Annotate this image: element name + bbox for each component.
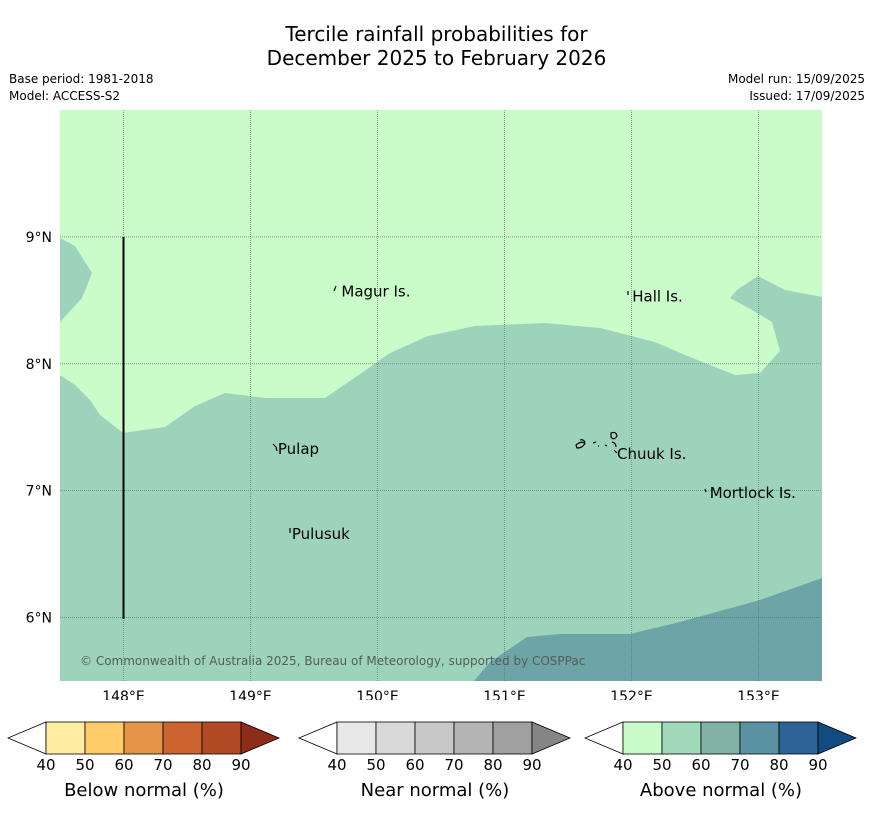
colorbar-tick-label: 90: [808, 756, 828, 774]
colorbar-above-label: Above normal (%): [639, 780, 803, 801]
lon-tick-label: 148°E: [102, 689, 145, 700]
colorbar-tick-label: 50: [75, 756, 95, 774]
model-name: Model: ACCESS-S2: [9, 89, 121, 103]
longitude-ticks: 148°E 149°E 150°E 151°E 152°E 153°E: [102, 689, 780, 700]
island-markers: [272, 285, 707, 533]
colorbar-tick-label: 70: [444, 756, 464, 774]
colorbar-swatch: [453, 721, 494, 755]
colorbar-near-label: Near normal (%): [360, 780, 510, 801]
meta-right: Model run: 15/09/2025 Issued: 17/09/2025: [728, 71, 865, 105]
island-label: Pulusuk: [292, 525, 350, 543]
map-title: Tercile rainfall probabilities for Decem…: [0, 22, 873, 70]
colorbar-swatch: [739, 721, 780, 755]
colorbar-swatch: [201, 721, 242, 755]
colorbar-swatch: [492, 721, 533, 755]
lat-tick-label: 6°N: [26, 611, 52, 627]
colorbar-swatch: [622, 721, 663, 755]
colorbar-near-swatches: [297, 721, 572, 755]
colorbar-swatch: [778, 721, 819, 755]
map-panel: Magur Is. Hall Is. Pulap Chuuk Is. Mortlock …: [26, 110, 822, 700]
colorbar-low-extension: [297, 721, 338, 755]
colorbar-tick-label: 50: [652, 756, 672, 774]
island-label: Mortlock Is.: [710, 484, 796, 502]
island-labels: Magur Is. Hall Is. Pulap Chuuk Is. Mortlock …: [278, 282, 796, 542]
colorbar-high-extension: [531, 721, 572, 755]
colorbar-tick-label: 70: [730, 756, 750, 774]
colorbar-tick-label: 60: [114, 756, 134, 774]
colorbar-swatch: [336, 721, 377, 755]
lon-tick-label: 151°E: [483, 689, 526, 700]
meta-left: Base period: 1981-2018 Model: ACCESS-S2: [9, 71, 154, 105]
lon-tick-label: 152°E: [610, 689, 653, 700]
lon-tick-label: 149°E: [229, 689, 272, 700]
colorbar-high-extension: [817, 721, 858, 755]
colorbar-tick-label: 60: [691, 756, 711, 774]
colorbar-tick-label: 90: [522, 756, 542, 774]
latitude-ticks: 6°N 7°N 8°N 9°N: [26, 230, 52, 627]
model-run: Model run: 15/09/2025: [727, 72, 865, 86]
island-label: Pulap: [278, 440, 319, 458]
colorbar-above-ticks: 40 50 60 70 80 90: [583, 756, 859, 776]
island-label: Chuuk Is.: [617, 445, 686, 463]
colorbar-below-normal: 40 50 60 70 80 90 Below normal (%): [6, 720, 282, 810]
colorbar-tick-label: 90: [231, 756, 251, 774]
colorbar-near-ticks: 40 50 60 70 80 90: [297, 756, 573, 776]
colorbar-near-normal: 40 50 60 70 80 90 Near normal (%): [297, 720, 573, 810]
colorbar-below-ticks: 40 50 60 70 80 90: [6, 756, 282, 776]
colorbar-high-extension: [240, 721, 281, 755]
colorbar-tick-label: 80: [192, 756, 212, 774]
region-above-50-60: [60, 276, 822, 681]
region-above-50-60-west: [60, 238, 92, 322]
colorbar-swatch: [45, 721, 86, 755]
title-line-2: December 2025 to February 2026: [266, 46, 607, 70]
copyright-notice: © Commonwealth of Australia 2025, Bureau…: [80, 654, 585, 668]
chuuk-lagoon-islands: [575, 431, 618, 454]
colorbar-below-swatches: [6, 721, 281, 755]
colorbar-above-swatches: [583, 721, 858, 755]
mortlock-coastline: [704, 488, 707, 493]
colorbar-swatch: [375, 721, 416, 755]
colorbar-swatch: [700, 721, 741, 755]
lon-tick-label: 150°E: [356, 689, 399, 700]
colorbar-low-extension: [583, 721, 624, 755]
colorbar-tick-label: 40: [613, 756, 633, 774]
gridlines: [60, 110, 822, 681]
colorbar-swatch: [84, 721, 125, 755]
colorbar-tick-label: 80: [769, 756, 789, 774]
colorbar-swatch: [414, 721, 455, 755]
island-label: Hall Is.: [632, 288, 683, 306]
region-above-60-70: [474, 578, 822, 681]
colorbar-tick-label: 50: [366, 756, 386, 774]
colorbar-below-label: Below normal (%): [64, 780, 224, 801]
colorbar-tick-label: 60: [405, 756, 425, 774]
issued-date: Issued: 17/09/2025: [749, 89, 865, 103]
island-label: Magur Is.: [341, 282, 410, 300]
colorbar-tick-label: 80: [483, 756, 503, 774]
lat-tick-label: 8°N: [26, 357, 52, 373]
pulap-coastline: [272, 443, 278, 452]
colorbar-tick-label: 40: [36, 756, 56, 774]
base-period: Base period: 1981-2018: [9, 72, 154, 86]
colorbar-tick-label: 70: [153, 756, 173, 774]
title-line-1: Tercile rainfall probabilities for: [285, 22, 588, 46]
colorbar-low-extension: [6, 721, 47, 755]
lat-tick-label: 7°N: [26, 484, 52, 500]
colorbar-swatch: [162, 721, 203, 755]
colorbar-above-normal: 40 50 60 70 80 90 Above normal (%): [583, 720, 859, 810]
lon-tick-label: 153°E: [737, 689, 780, 700]
colorbar-swatch: [661, 721, 702, 755]
colorbar-swatch: [123, 721, 164, 755]
map-figure: Magur Is. Hall Is. Pulap Chuuk Is. Mortlock …: [26, 110, 822, 700]
lat-tick-label: 9°N: [26, 230, 52, 246]
magur-coastline: [333, 285, 337, 292]
colorbar-tick-label: 40: [327, 756, 347, 774]
